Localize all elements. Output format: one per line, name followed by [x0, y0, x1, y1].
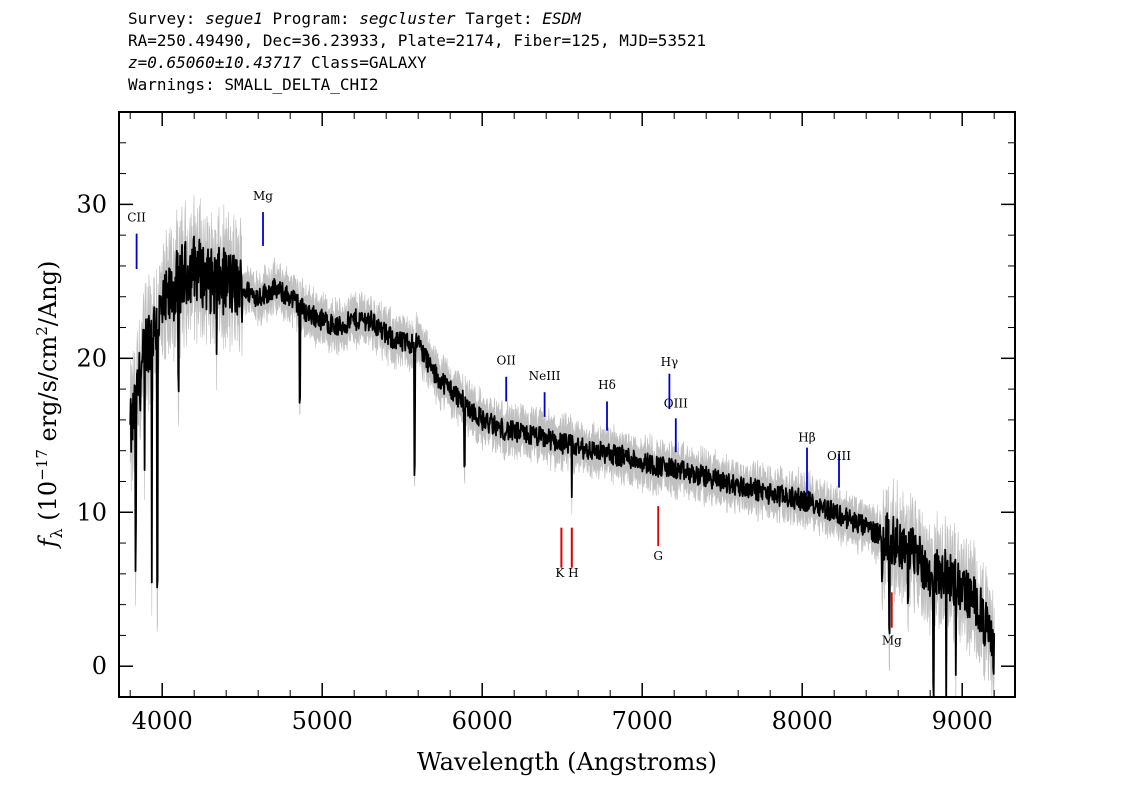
spectral-line-emission-5-label: Hγ [661, 355, 679, 369]
header-line-redshift: z=0.65060±10.43717 Class=GALAXY [128, 52, 706, 74]
plot-area: CII Mg OII NeIII Hδ Hγ OIII Hβ OIII K H G Mg [127, 189, 996, 697]
program-value: segcluster [359, 9, 456, 28]
y-tick-label-20: 20 [76, 344, 107, 372]
spectral-line-absorption-11-label: Mg [882, 634, 902, 648]
y-tick-label-10: 10 [76, 498, 107, 526]
survey-label: Survey: [128, 9, 196, 28]
spectral-line-emission-6-label: OIII [664, 397, 688, 411]
y-axis-title: fλ (10−17 erg/s/cm2/Ang) [33, 261, 66, 550]
y-tick-label-0: 0 [92, 652, 107, 680]
spectral-line-emission-2-label: OII [497, 353, 517, 367]
x-tick-label-8000: 8000 [772, 707, 833, 735]
plot-frame [118, 111, 1016, 698]
spectral-line-emission-8-label: OIII [827, 449, 851, 463]
spectral-line-emission-1-label: Mg [253, 189, 273, 203]
y-tick-label-30: 30 [76, 190, 107, 218]
program-label: Program: [272, 9, 350, 28]
survey-value: segue1 [205, 9, 263, 28]
x-tick-label-5000: 5000 [292, 707, 353, 735]
axis-ticks: 4000 5000 6000 7000 8000 9000 0 10 20 30 [76, 111, 1015, 735]
spectral-line-emission-0-label: CII [127, 210, 146, 224]
target-value: ESDM [542, 9, 581, 28]
spectral-line-absorption-9-label: K H [555, 566, 578, 580]
spectrum-header: Survey: segue1 Program: segcluster Targe… [128, 8, 706, 96]
target-label: Target: [465, 9, 533, 28]
flux-series-line [129, 235, 996, 697]
spectral-line-absorption-10-label: G [653, 549, 663, 563]
spectral-line-emission-4-label: Hδ [598, 378, 616, 392]
x-tick-label-6000: 6000 [452, 707, 513, 735]
header-line-survey: Survey: segue1 Program: segcluster Targe… [128, 8, 706, 30]
x-tick-label-7000: 7000 [612, 707, 673, 735]
x-axis-title: Wavelength (Angstroms) [417, 748, 717, 776]
class-value: Class=GALAXY [311, 53, 427, 72]
header-line-warnings: Warnings: SMALL_DELTA_CHI2 [128, 75, 379, 94]
spectral-line-emission-3-label: NeIII [529, 369, 561, 383]
flux-error-band [129, 194, 995, 697]
spectral-line-emission-7-label: Hβ [798, 430, 815, 444]
x-tick-label-9000: 9000 [932, 707, 993, 735]
redshift-value: z=0.65060±10.43717 [128, 53, 302, 72]
x-tick-label-4000: 4000 [132, 707, 193, 735]
header-line-coords: RA=250.49490, Dec=36.23933, Plate=2174, … [128, 31, 706, 50]
